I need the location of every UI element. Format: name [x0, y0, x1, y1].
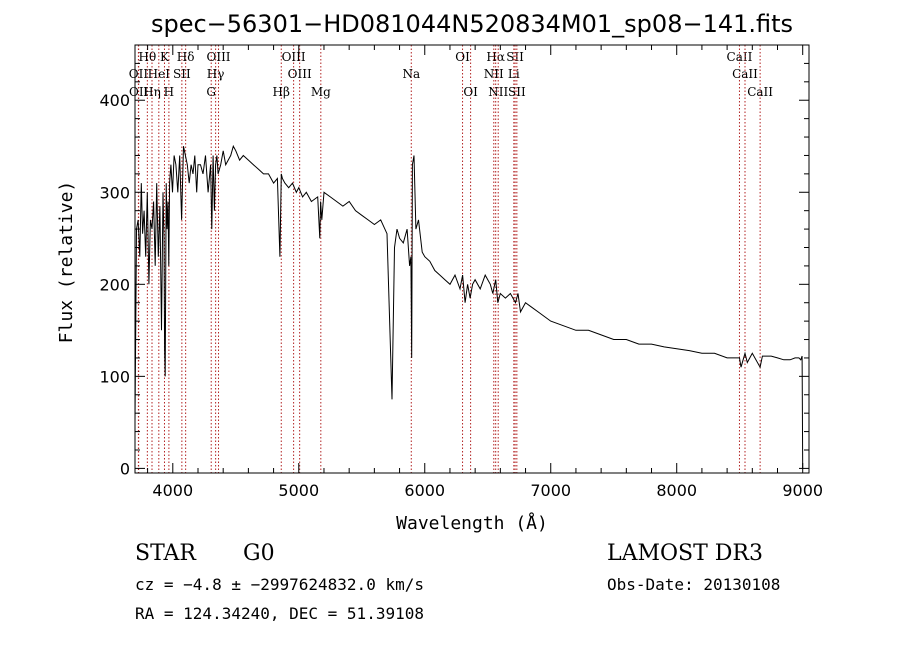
y-tick-label: 0	[120, 459, 130, 478]
line-label: Hγ	[207, 67, 225, 81]
chart-title: spec−56301−HD081044N520834M01_sp08−141.f…	[151, 10, 793, 38]
y-tick-label: 300	[99, 183, 130, 202]
axes: 4000 5000 6000 7000 8000 9000 0 100 200 300 400	[99, 44, 823, 500]
x-tick-label: 8000	[656, 481, 697, 500]
x-tick-label: 7000	[530, 481, 571, 500]
y-tick-label: 400	[99, 91, 130, 110]
y-tick-label: 200	[99, 275, 130, 294]
line-label: Mg	[311, 85, 331, 99]
line-label: CaII	[727, 50, 753, 64]
line-label: H	[164, 85, 174, 99]
line-label: SII	[173, 67, 191, 81]
spectrum-line	[134, 144, 804, 469]
x-tick-label: 4000	[152, 481, 193, 500]
obs-date-text: Obs-Date: 20130108	[607, 575, 780, 594]
line-label: Li	[508, 67, 520, 81]
line-label: SII	[508, 85, 526, 99]
x-axis-label: Wavelength (Å)	[396, 512, 548, 534]
line-label: NII	[488, 85, 508, 99]
line-label: CaII	[732, 67, 758, 81]
line-label: OIII	[282, 50, 306, 64]
line-label: OII	[129, 85, 149, 99]
line-label: HeI	[148, 67, 171, 81]
line-label: NII	[484, 67, 504, 81]
line-label: Hβ	[273, 85, 290, 99]
line-label: Hη	[143, 85, 161, 99]
survey-label: LAMOST DR3	[607, 541, 763, 566]
radec-text: RA = 124.34240, DEC = 51.39108	[135, 604, 424, 623]
y-tick-label: 100	[99, 367, 130, 386]
line-label: G	[206, 85, 216, 99]
class-label: STAR	[135, 541, 197, 566]
redshift-text: cz = −4.8 ± −2997624832.0 km/s	[135, 575, 424, 594]
x-tick-label: 9000	[782, 481, 823, 500]
line-label: Hθ	[138, 50, 156, 64]
line-label: CaII	[747, 85, 773, 99]
line-label: OI	[455, 50, 470, 64]
x-tick-label: 5000	[278, 481, 319, 500]
line-label: OI	[463, 85, 478, 99]
line-label: Hα	[486, 50, 505, 64]
subclass-label: G0	[243, 541, 275, 566]
line-label: SII	[506, 50, 524, 64]
line-label: Hδ	[177, 50, 195, 64]
plot-frame	[134, 44, 810, 474]
line-label: Na	[402, 67, 420, 81]
line-label: K	[160, 50, 170, 64]
y-axis-label: Flux (relative)	[56, 181, 77, 344]
x-tick-label: 6000	[404, 481, 445, 500]
line-label: OIII	[288, 67, 312, 81]
line-label: OIII	[206, 50, 230, 64]
plot-area	[134, 144, 804, 469]
